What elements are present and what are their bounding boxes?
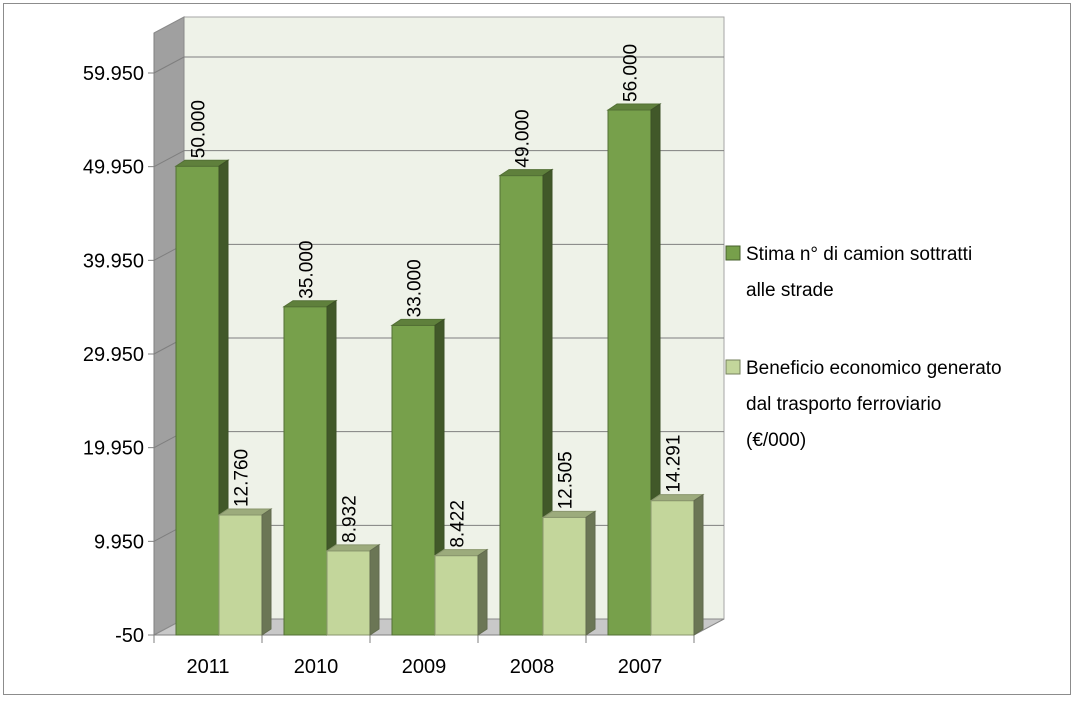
x-tick-label: 2010 <box>294 656 339 678</box>
bar-camion-2008 <box>498 168 554 636</box>
y-tick-label: 59.950 <box>83 63 144 85</box>
y-tick-label: -50 <box>115 625 144 647</box>
x-tick-label: 2008 <box>510 656 555 678</box>
data-label: 8.932 <box>340 495 361 543</box>
y-tick-label: 39.950 <box>83 250 144 272</box>
x-tick-label: 2009 <box>402 656 447 678</box>
x-tick-label: 2007 <box>618 656 663 678</box>
y-axis: -50 9.950 19.950 29.950 39.950 49.950 59.950 <box>83 33 155 647</box>
bars <box>174 103 705 636</box>
legend-label: (€/000) <box>746 430 806 451</box>
legend-label: alle strade <box>746 280 834 301</box>
data-labels: 50.000 12.760 35.000 8.932 33.000 8.422 49.000… <box>189 44 685 548</box>
data-label: 12.760 <box>232 449 253 507</box>
data-label: 56.000 <box>621 44 642 102</box>
legend-label: Stima n° di camion sottratti <box>746 244 972 265</box>
legend: Stima n° di camion sottratti alle strade B… <box>725 244 1002 451</box>
gridline-diagonal <box>153 56 185 74</box>
bar-camion-2011 <box>174 159 230 636</box>
bar-beneficio-2007 <box>649 493 705 636</box>
data-label: 33.000 <box>405 259 426 317</box>
legend-label: Beneficio economico generato <box>746 358 1002 379</box>
x-axis: 2011 2010 2009 2008 2007 <box>153 634 695 678</box>
bar-camion-2007 <box>606 103 662 636</box>
y-tick-label: 9.950 <box>94 531 144 553</box>
chart-frame: -50 9.950 19.950 29.950 39.950 49.950 59.950 2… <box>3 3 1071 695</box>
y-tick-label: 19.950 <box>83 438 144 460</box>
data-label: 49.000 <box>513 109 534 167</box>
bar-camion-2010 <box>282 299 338 636</box>
data-label: 50.000 <box>189 100 210 158</box>
x-tick-label: 2011 <box>186 656 229 678</box>
data-label: 12.505 <box>556 451 577 509</box>
legend-label: dal trasporto ferroviario <box>746 394 941 415</box>
bar-beneficio-2009 <box>433 548 489 636</box>
bar-beneficio-2011 <box>217 508 273 636</box>
data-label: 14.291 <box>664 435 685 493</box>
data-label: 8.422 <box>448 500 469 548</box>
legend-swatch-camion <box>725 245 741 261</box>
bar-chart: -50 9.950 19.950 29.950 39.950 49.950 59.950 2… <box>83 16 1002 678</box>
legend-swatch-beneficio <box>725 359 741 375</box>
y-tick-label: 29.950 <box>83 344 144 366</box>
y-tick-label: 49.950 <box>83 157 144 179</box>
gridline-diagonal <box>153 150 185 168</box>
bar-beneficio-2008 <box>541 510 597 636</box>
data-label: 35.000 <box>297 241 318 299</box>
bar-beneficio-2010 <box>325 543 381 636</box>
